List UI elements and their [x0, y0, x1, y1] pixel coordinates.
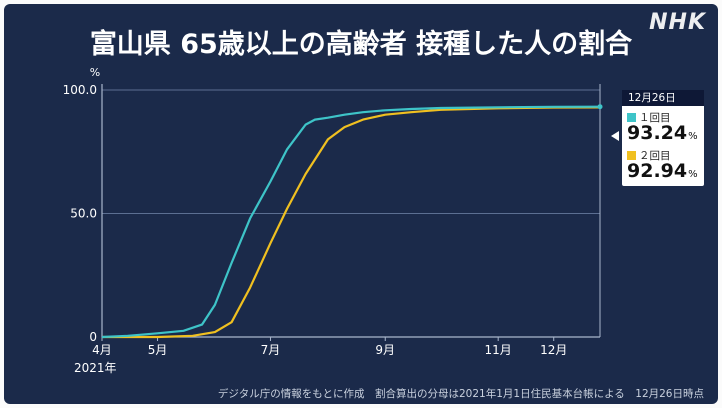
series-lines	[101, 104, 603, 339]
legend-swatch-second	[627, 151, 636, 160]
legend-item-second-dose: ２回目	[627, 148, 671, 163]
series-line-second-dose	[102, 106, 601, 339]
y-tick-label: 100.0	[63, 83, 97, 97]
legend-date: 12月26日	[622, 90, 704, 106]
x-tick-label: 12月	[540, 343, 567, 357]
legend-value-second-unit: %	[688, 169, 698, 180]
legend-swatch-first	[627, 113, 636, 122]
legend-label-first: １回目	[639, 112, 671, 124]
end-marker	[597, 104, 603, 110]
chart-frame: NHK 富山県 65歳以上の高齢者 接種した人の割合 0 50.0 100.0% 4月…	[4, 4, 718, 404]
chart-title: 富山県 65歳以上の高齢者 接種した人の割合	[89, 29, 633, 60]
series-line-first-dose	[101, 105, 601, 339]
gridlines	[102, 89, 600, 214]
legend-value-first: 93.24%	[627, 122, 698, 144]
y-axis-label: %	[90, 66, 100, 79]
legend-pointer	[611, 131, 619, 141]
legend-box: 12月26日 １回目 93.24% ２回目 92.94%	[622, 90, 704, 186]
x-tick-label: 9月	[375, 343, 395, 357]
x-tick-label: 4月	[92, 343, 112, 357]
legend-value-first-unit: %	[688, 131, 698, 142]
y-tick-label: 0	[89, 330, 97, 344]
x-tick-label: 5月	[148, 343, 168, 357]
y-tick-label: 50.0	[70, 207, 97, 221]
legend-value-first-number: 93.24	[627, 122, 688, 144]
line-chart: 0 50.0 100.0% 4月 5月 7月 9月 11月 12月 2021年	[63, 66, 603, 375]
legend-label-second: ２回目	[639, 150, 671, 162]
nhk-logo: NHK	[649, 10, 706, 35]
tick-labels: 0 50.0 100.0% 4月 5月 7月 9月 11月 12月 2021年	[63, 66, 568, 375]
legend-item-first-dose: １回目	[627, 110, 671, 125]
axes	[101, 84, 601, 341]
x-year-label: 2021年	[74, 361, 117, 375]
legend-value-second: 92.94%	[627, 160, 698, 182]
source-note: デジタル庁の情報をもとに作成 割合算出の分母は2021年1月1日住民基本台帳によ…	[217, 388, 704, 400]
x-tick-label: 11月	[485, 343, 512, 357]
x-tick-label: 7月	[261, 343, 281, 357]
legend-value-second-number: 92.94	[627, 160, 688, 182]
